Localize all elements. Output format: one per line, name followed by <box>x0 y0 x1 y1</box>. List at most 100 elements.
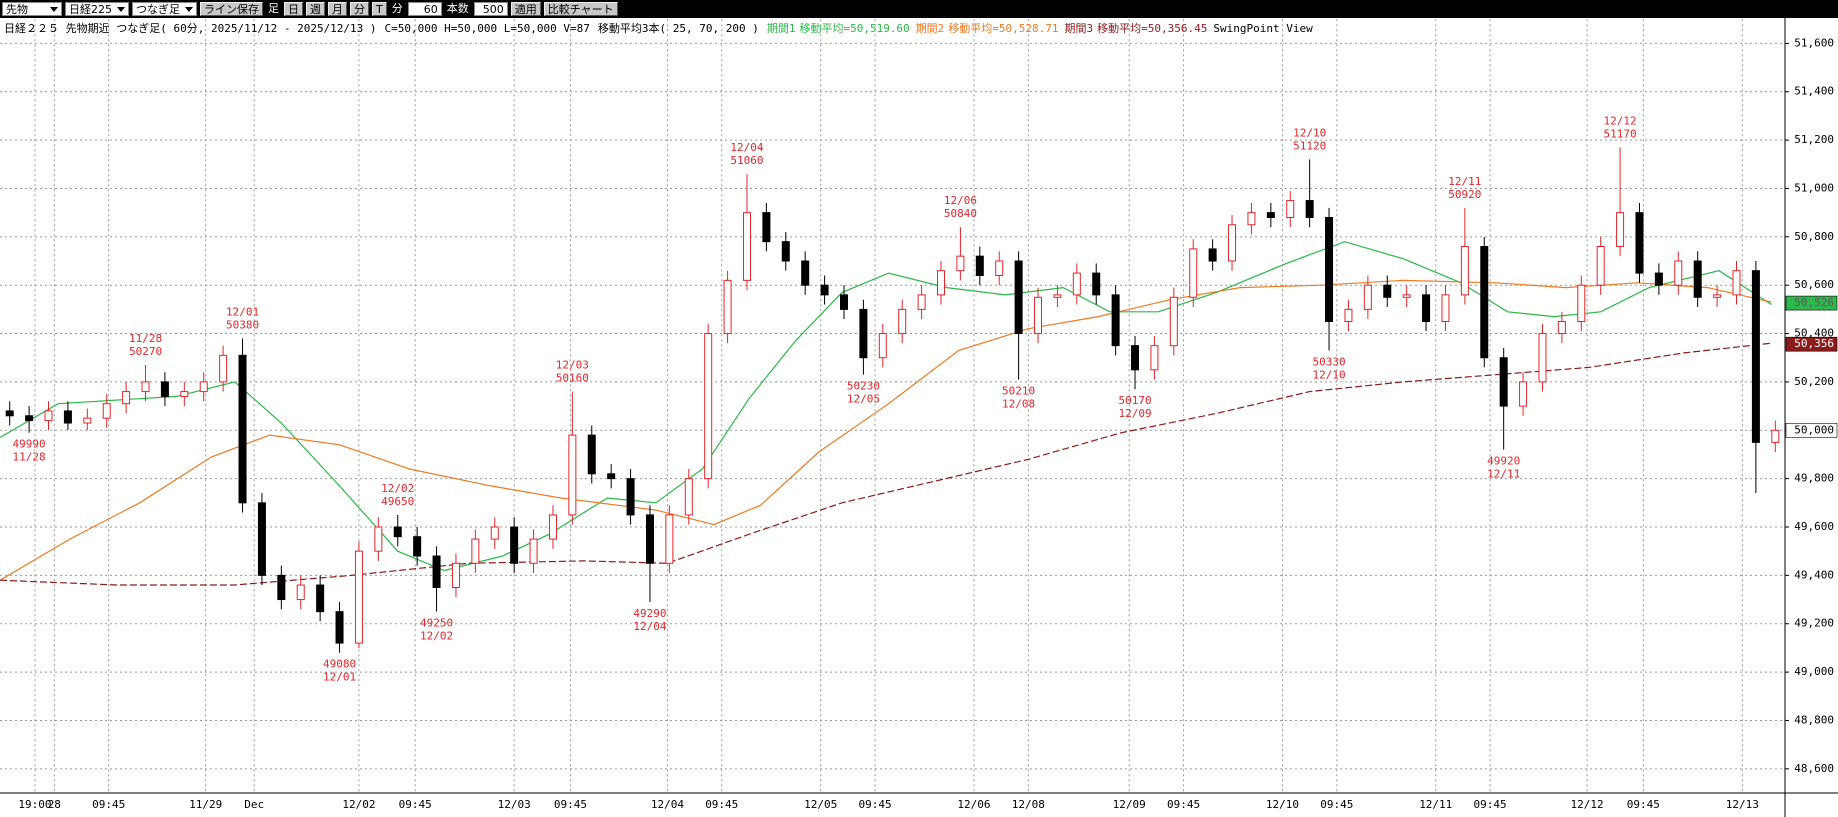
swing-date: 12/06 <box>944 194 977 207</box>
price-stats: C=50,000 H=50,000 L=50,000 V=87 <box>384 22 590 35</box>
swing-date: 12/02 <box>420 630 453 643</box>
toolbar-select[interactable]: つなぎ足 <box>132 2 197 16</box>
x-tick-label: 12/11 <box>1419 798 1452 811</box>
toolbar-label: 本数 <box>446 2 469 15</box>
candle-body <box>1422 294 1431 322</box>
y-tick-label: 50,800 <box>1794 230 1834 243</box>
y-tick-label: 49,000 <box>1794 665 1834 678</box>
toolbar-button[interactable]: ライン保存 <box>200 2 263 16</box>
candle-body <box>1208 248 1217 262</box>
swing-price: 50170 <box>1118 394 1151 407</box>
candle-body <box>742 212 751 281</box>
y-tick-label: 51,600 <box>1794 36 1834 49</box>
candle-body <box>471 538 480 564</box>
x-tick-label: 12/08 <box>1012 798 1045 811</box>
candle-body <box>548 514 557 540</box>
candle-body <box>1480 246 1489 359</box>
candle-body <box>820 284 829 296</box>
ma-title: 移動平均3本( 25, 70, 200 ) <box>597 22 759 35</box>
candle-body <box>44 410 53 422</box>
toolbar-button[interactable]: T <box>372 2 387 16</box>
swing-price: 49250 <box>420 617 453 630</box>
legend-name: 期間3 <box>1064 22 1094 35</box>
y-tick-label: 51,000 <box>1794 181 1834 194</box>
toolbar-select[interactable]: 日経225 <box>65 2 129 16</box>
candle-body <box>1344 308 1353 322</box>
candle-body <box>878 333 887 359</box>
price-marker <box>1785 422 1838 438</box>
candle-body <box>568 434 577 516</box>
legend-entry: 期間1 移動平均=50,519.60 <box>767 22 910 35</box>
candle-body <box>1732 270 1741 296</box>
toolbar-input[interactable]: 500 <box>473 2 508 16</box>
candle-body <box>723 279 732 335</box>
candle-body <box>1150 345 1159 371</box>
candle-body <box>374 526 383 552</box>
x-tick-label: 12/05 <box>804 798 837 811</box>
candle-body <box>1189 248 1198 298</box>
candle-body <box>607 473 616 480</box>
swing-price: 50270 <box>129 345 162 358</box>
candle-body <box>859 308 868 359</box>
swing-price: 49290 <box>633 607 666 620</box>
candle-body <box>975 255 984 277</box>
swing-date: 12/12 <box>1604 114 1637 127</box>
candle-body <box>1674 260 1683 286</box>
toolbar-button[interactable]: 分 <box>350 2 369 16</box>
candle-body <box>160 381 169 397</box>
swing-date: 12/08 <box>1002 398 1035 411</box>
swing-date: 12/05 <box>847 393 880 406</box>
candle-body <box>1014 260 1023 335</box>
swing-date: 12/01 <box>323 671 356 684</box>
x-tick-label: 19:00 <box>18 798 51 811</box>
swing-price: 51120 <box>1293 139 1326 152</box>
toolbar-button[interactable]: 月 <box>328 2 347 16</box>
swing-price: 49990 <box>13 438 46 451</box>
candle-body <box>1654 272 1663 286</box>
candle-body <box>1363 284 1372 310</box>
x-tick-label: 12/10 <box>1266 798 1299 811</box>
candle-body <box>529 538 538 564</box>
candle-body <box>63 410 72 424</box>
candle-body <box>1305 200 1314 218</box>
swing-date: 12/04 <box>633 620 666 633</box>
candle-body <box>898 308 907 335</box>
candle-body <box>645 514 654 564</box>
candle-body <box>937 270 946 296</box>
toolbar-select[interactable]: 先物 <box>2 2 62 16</box>
toolbar-button[interactable]: 週 <box>306 2 325 16</box>
candle-body <box>1325 216 1334 322</box>
toolbar-button[interactable]: 比較チャート <box>543 2 618 16</box>
candle-body <box>1635 212 1644 274</box>
candle-body <box>277 574 286 601</box>
swing-date: 12/10 <box>1312 368 1345 381</box>
x-tick-label: 12/06 <box>957 798 990 811</box>
candle-body <box>1499 357 1508 407</box>
swing-date: 11/28 <box>129 332 162 345</box>
candle-body <box>1228 224 1237 262</box>
toolbar-button[interactable]: 適用 <box>510 2 541 16</box>
x-tick-label: 12/09 <box>1113 798 1146 811</box>
candle-body <box>839 294 848 310</box>
candle-body <box>510 526 519 564</box>
price-marker-label: 50,356 <box>1794 337 1834 350</box>
candle-body <box>83 417 92 424</box>
candle-body <box>1072 272 1081 296</box>
swing-date: 12/02 <box>381 482 414 495</box>
x-tick-label: Dec <box>244 798 264 811</box>
y-tick-label: 50,200 <box>1794 375 1834 388</box>
swing-date: 12/04 <box>730 141 763 154</box>
y-tick-label: 49,200 <box>1794 617 1834 630</box>
toolbar-input[interactable]: 60 <box>407 2 442 16</box>
candle-body <box>238 354 247 504</box>
candle-body <box>432 555 441 588</box>
candle-body <box>1771 429 1780 443</box>
x-tick-label: 09:45 <box>1320 798 1353 811</box>
y-tick-label: 50,600 <box>1794 278 1834 291</box>
toolbar-button[interactable]: 日 <box>284 2 303 16</box>
candle-body <box>762 212 771 243</box>
legend-name: 期間2 <box>915 22 945 35</box>
toolbar-label: 足 <box>268 2 279 15</box>
swing-price: 49650 <box>381 495 414 508</box>
candle-body <box>25 415 34 422</box>
